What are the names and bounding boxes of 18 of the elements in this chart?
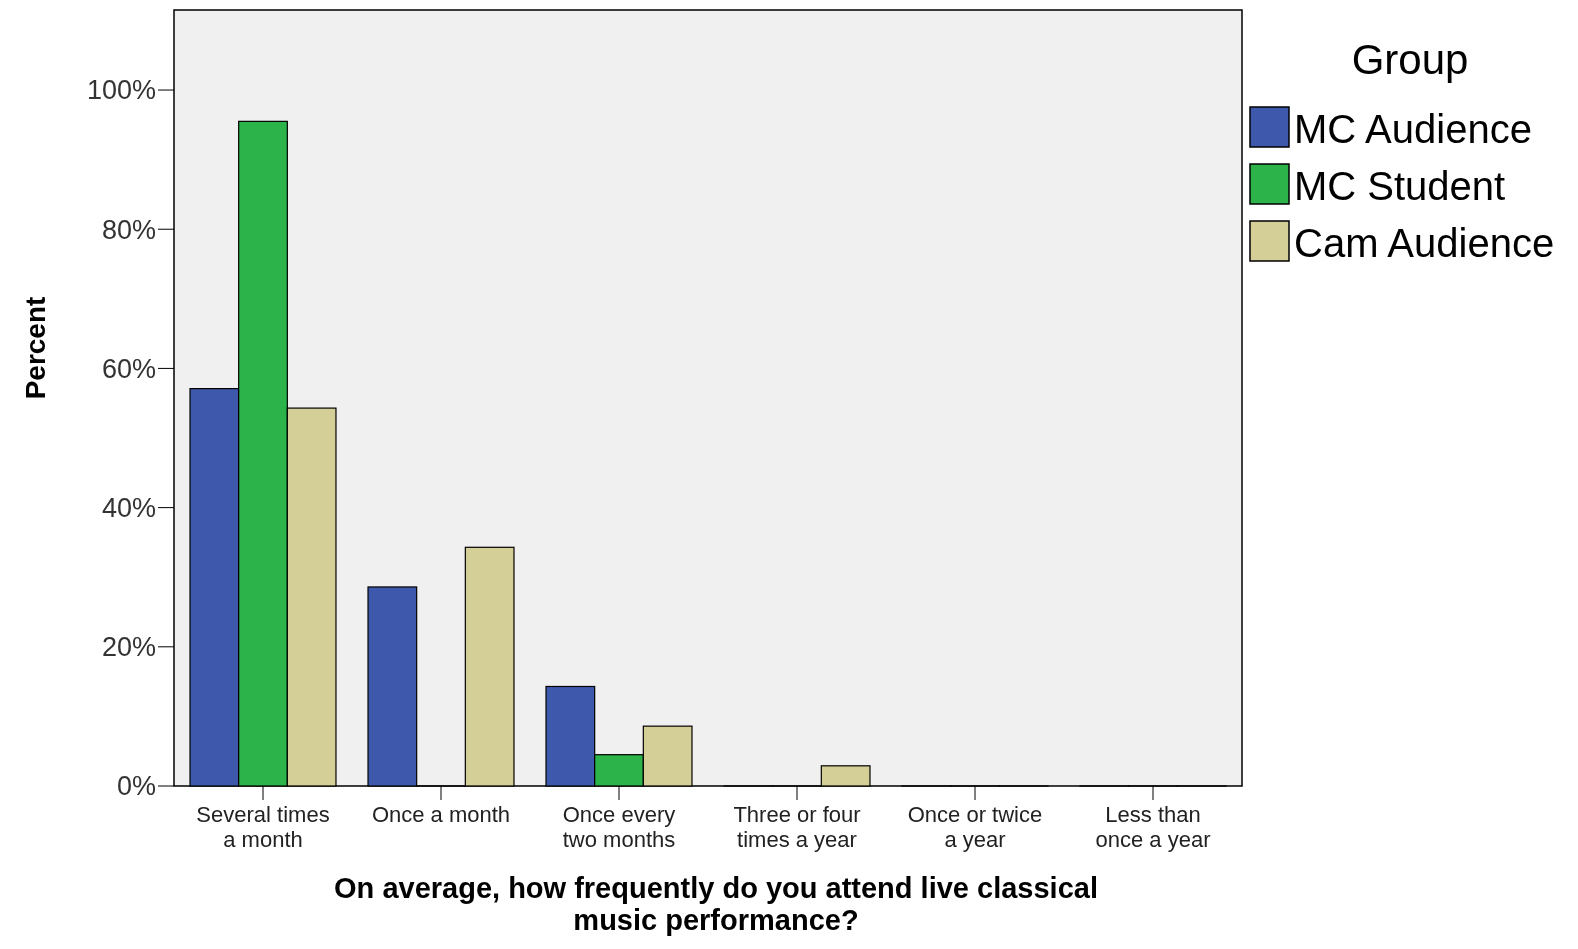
legend-label: MC Audience — [1294, 107, 1532, 151]
y-tick-label: 60% — [101, 353, 156, 384]
x-tick-label: Less than once a year — [1095, 802, 1211, 852]
x-tick-label: Several times a month — [196, 802, 330, 852]
y-axis-title: Percent — [20, 296, 51, 400]
y-tick-label: 80% — [101, 214, 156, 245]
y-tick-label: 20% — [101, 632, 156, 663]
legend-label: Cam Audience — [1294, 221, 1555, 265]
x-tick-label: Three or four times a year — [733, 802, 861, 852]
y-tick-label: 100% — [86, 75, 156, 106]
legend-title: Group — [1351, 36, 1469, 83]
x-axis-title: On average, how frequently do you attend live classical music performance? — [334, 872, 1098, 936]
y-tick-label: 0% — [116, 771, 156, 802]
x-tick-label: Once every two months — [562, 802, 676, 852]
x-tick-label: Once or twice a year — [907, 802, 1043, 852]
y-tick-label: 40% — [101, 493, 156, 524]
x-tick-label: Once a month — [371, 802, 511, 827]
legend-label: MC Student — [1294, 164, 1506, 208]
